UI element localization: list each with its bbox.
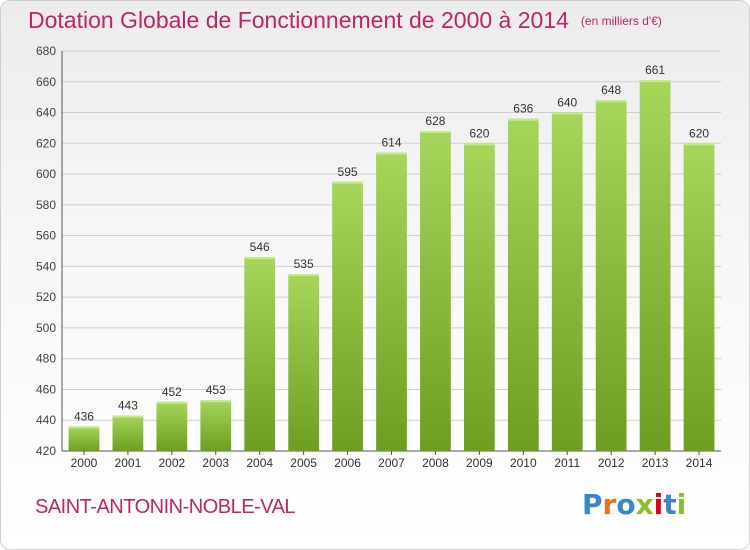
bar-highlight: [156, 401, 188, 404]
bar: [420, 131, 451, 451]
bar: [639, 80, 671, 451]
data-label: 452: [162, 385, 182, 399]
bar: [507, 118, 539, 451]
data-label: 595: [338, 165, 358, 179]
x-tick-label: 2009: [466, 456, 493, 470]
bar: [463, 143, 495, 452]
data-labels: 436 443 452 453 546 535 595 614 628 620 636 640 648 6…: [74, 63, 709, 423]
proxiti-logo[interactable]: Proxiti: [582, 488, 686, 521]
logo-letter: P: [582, 488, 603, 521]
bar: [551, 112, 583, 452]
bar: [595, 100, 627, 451]
data-label: 443: [118, 399, 138, 413]
bar-highlight: [200, 400, 232, 403]
data-label: 436: [74, 409, 94, 423]
bar-highlight: [112, 415, 144, 418]
x-tick-label: 2008: [422, 456, 449, 470]
bar-highlight: [683, 143, 715, 146]
logo-letter: t: [663, 488, 677, 521]
x-tick-label: 2006: [334, 456, 361, 470]
bar-highlight: [507, 118, 539, 121]
bar-highlight: [244, 257, 276, 260]
y-tick-label: 680: [36, 44, 56, 58]
x-tick-label: 2012: [598, 456, 625, 470]
y-tick-label: 620: [36, 136, 56, 150]
bar-highlight: [420, 131, 451, 133]
bar-highlight: [68, 426, 100, 429]
bar-highlight: [463, 143, 495, 146]
logo-letter: i: [653, 488, 664, 521]
y-tick-label: 500: [36, 321, 56, 335]
x-tick-label: 2005: [290, 456, 317, 470]
logo-letter: o: [616, 488, 636, 521]
commune-name: SAINT-ANTONIN-NOBLE-VAL: [35, 496, 296, 518]
bar-highlight: [288, 274, 320, 277]
y-tick-label: 640: [36, 106, 56, 120]
data-label: 636: [513, 102, 533, 116]
data-label: 648: [601, 83, 621, 97]
logo-letter: i: [676, 488, 687, 521]
x-tick-label: 2003: [202, 456, 229, 470]
bar-highlight: [551, 112, 583, 115]
data-label: 628: [425, 114, 445, 128]
data-label: 620: [469, 126, 489, 140]
bar: [683, 143, 715, 452]
bars: [68, 80, 715, 452]
data-label: 640: [557, 96, 577, 110]
x-tick-labels: 2000 2001 2002 2003 2004 2005 2006 2007 2008 2009…: [71, 456, 713, 470]
bar: [244, 257, 276, 451]
y-tick-label: 600: [36, 167, 56, 181]
x-tick-label: 2010: [510, 456, 537, 470]
bar: [68, 426, 100, 451]
bar-highlight: [376, 152, 407, 155]
x-tick-label: 2001: [115, 456, 142, 470]
x-tick-label: 2004: [246, 456, 273, 470]
bar-highlight: [639, 80, 671, 83]
data-label: 661: [645, 63, 665, 77]
y-tick-label: 540: [36, 259, 56, 273]
y-tick-label: 560: [36, 229, 56, 243]
bar: [376, 152, 407, 452]
x-tick-label: 2002: [158, 456, 185, 470]
chart-title: Dotation Globale de Fonctionnement de 20…: [28, 7, 662, 34]
y-tick-label: 520: [36, 290, 56, 304]
bar: [332, 181, 363, 451]
chart-subtitle: (en milliers d'€): [580, 14, 662, 28]
y-tick-label: 580: [36, 198, 56, 212]
bar-highlight: [332, 181, 363, 184]
x-tick-label: 2007: [378, 456, 405, 470]
y-tick-label: 480: [36, 352, 56, 366]
y-tick-label: 460: [36, 382, 56, 396]
y-tick-labels: 420 440 460 480 500 520 540 560 580 600 620 640 660 6…: [36, 44, 56, 458]
data-label: 620: [689, 126, 709, 140]
data-label: 546: [250, 240, 270, 254]
data-label: 453: [206, 383, 226, 397]
bar: [156, 401, 188, 451]
y-tick-label: 420: [36, 444, 56, 458]
bar: [200, 400, 232, 451]
logo-letter: r: [602, 488, 617, 521]
y-tick-label: 440: [36, 413, 56, 427]
x-tick-label: 2011: [554, 456, 580, 470]
data-label: 614: [381, 136, 401, 150]
x-tick-label: 2013: [642, 456, 669, 470]
chart-title-text: Dotation Globale de Fonctionnement de 20…: [28, 7, 569, 33]
data-label: 535: [294, 257, 314, 271]
bar: [112, 415, 144, 451]
bar-highlight: [595, 100, 627, 103]
x-tick-label: 2014: [686, 456, 713, 470]
y-tick-label: 660: [36, 75, 56, 89]
logo-letter: x: [635, 488, 654, 521]
bar: [288, 274, 320, 451]
x-tick-label: 2000: [71, 456, 98, 470]
